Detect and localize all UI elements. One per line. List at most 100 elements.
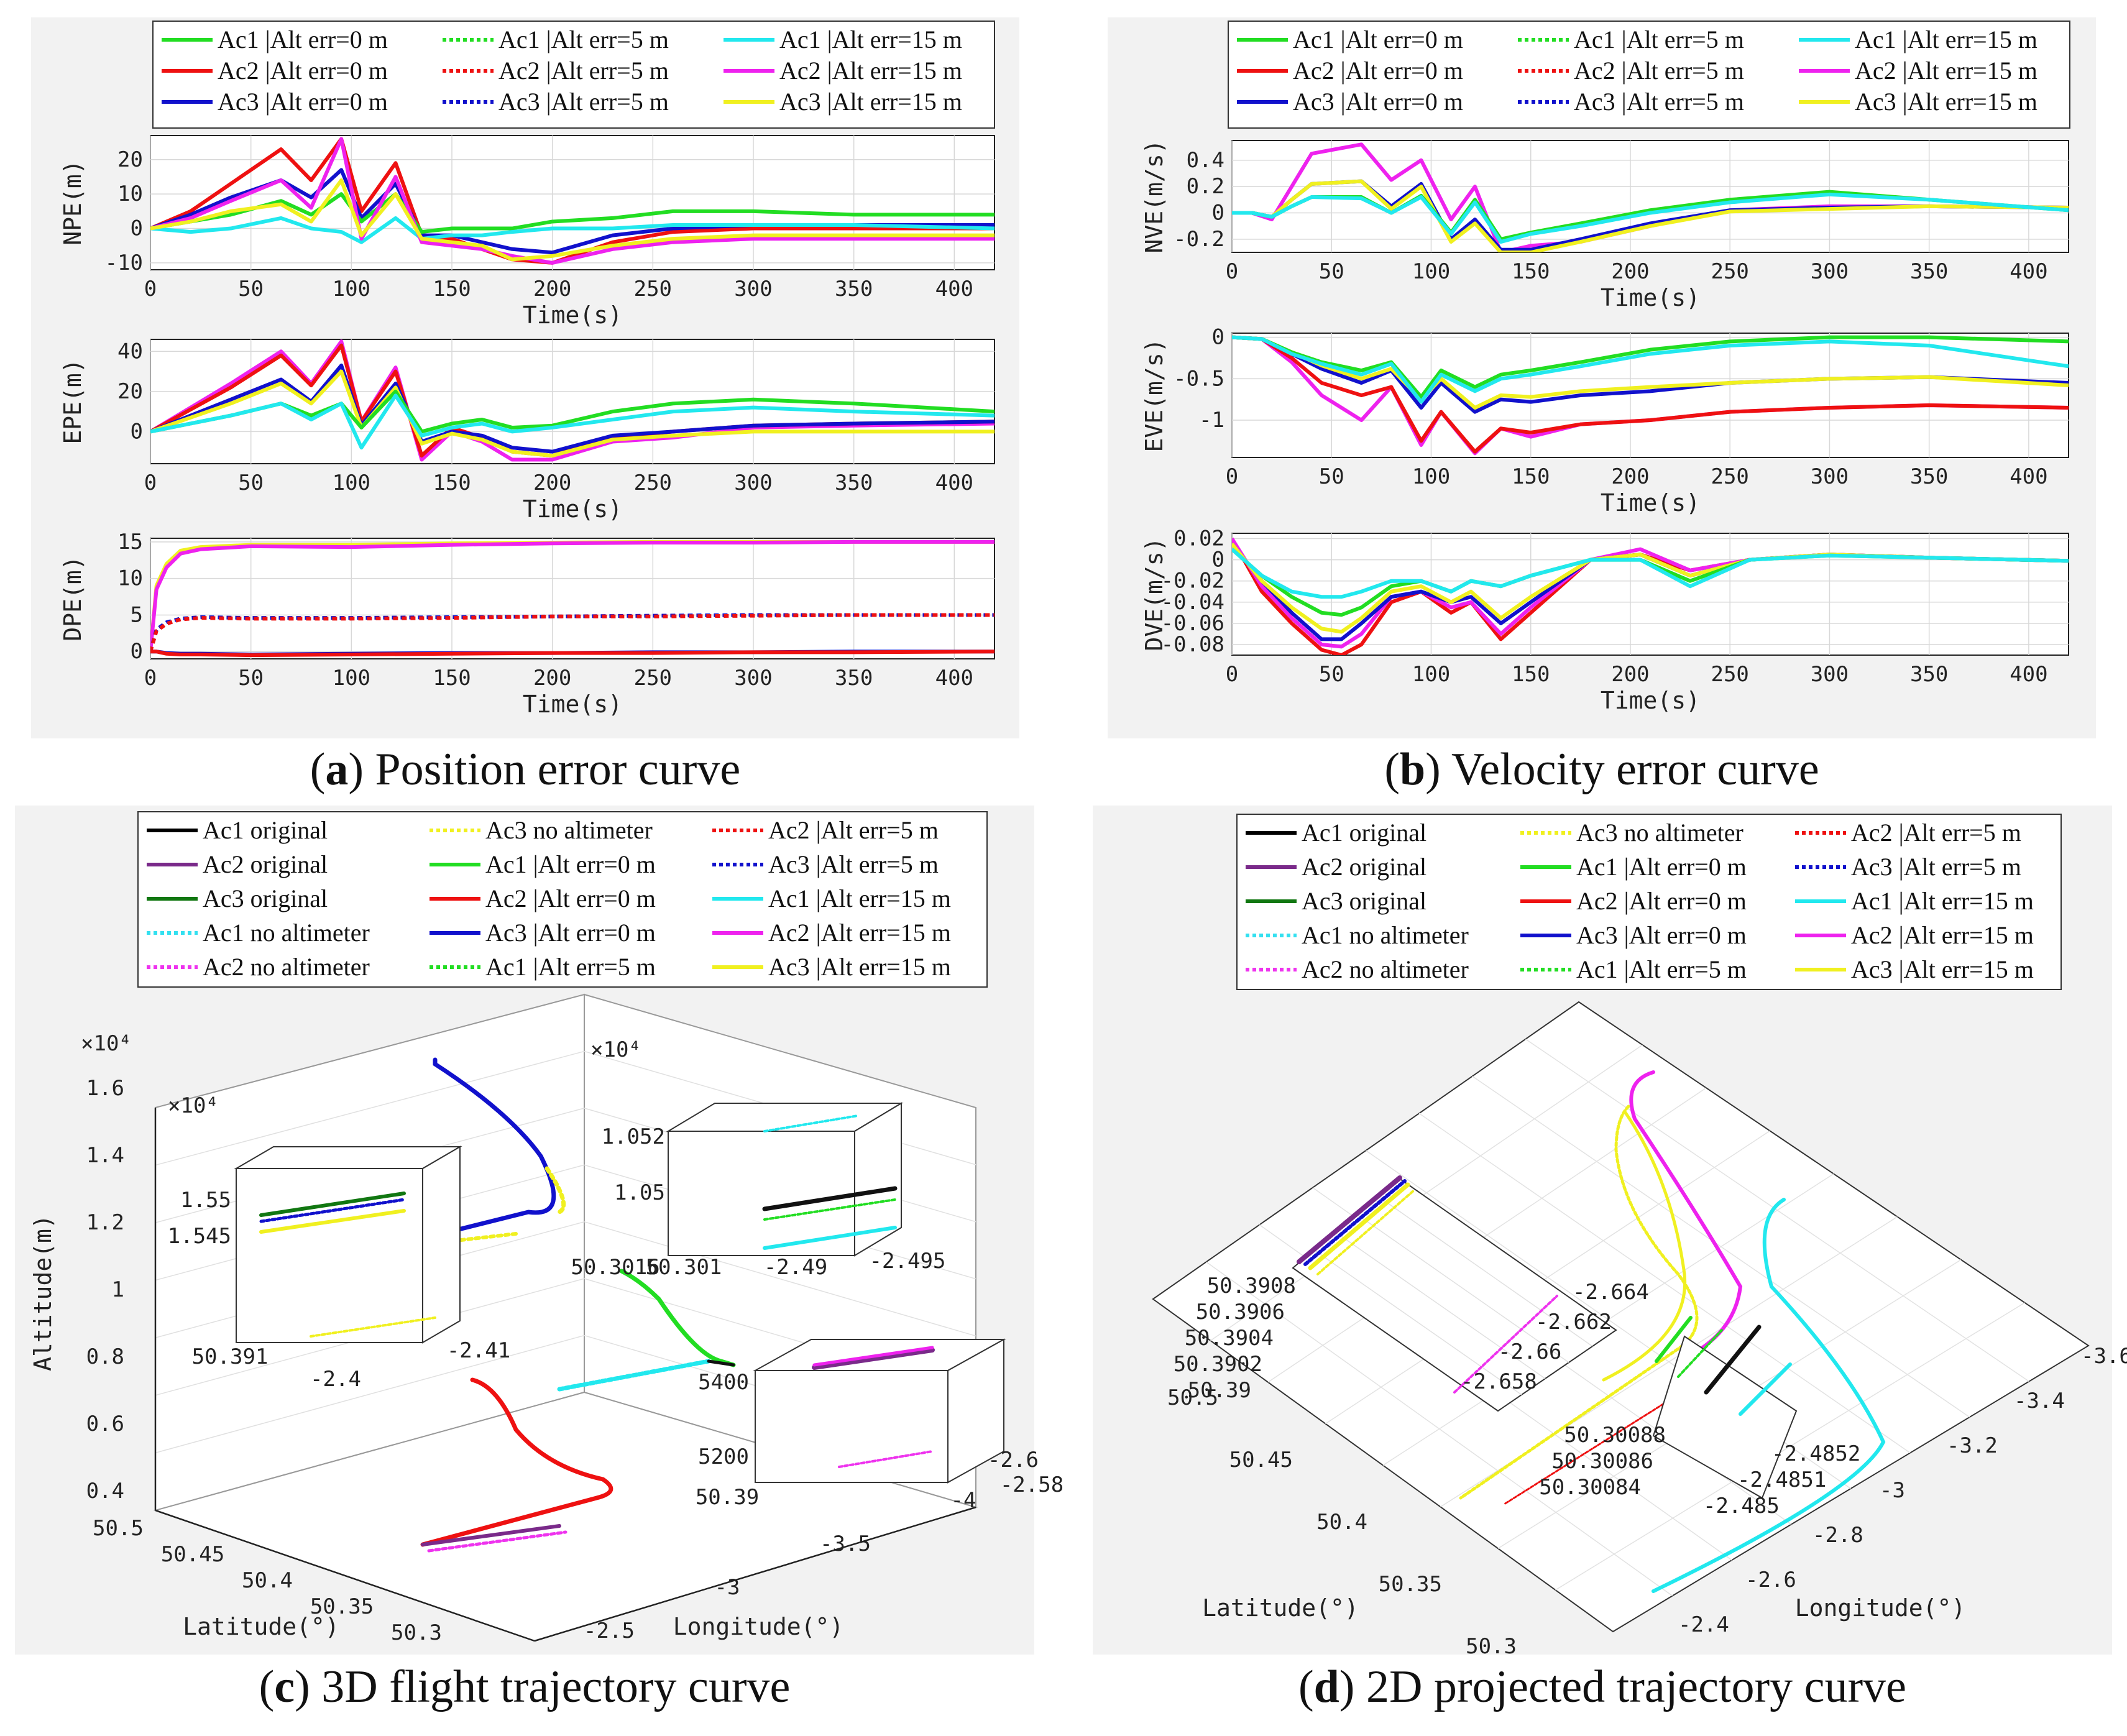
legend-box: [1228, 21, 2070, 129]
ac3-projection: [1459, 1105, 1699, 1500]
legend-box: [152, 21, 995, 129]
inset-d1-lon-tick: -2.66: [1498, 1339, 1561, 1364]
legend-entry-label: Ac1 |Alt err=5 m: [498, 25, 669, 53]
legend-entry-label: Ac1 no altimeter: [1302, 921, 1469, 949]
x-tick-label: 200: [1611, 464, 1649, 489]
inset2-ac1-original: [762, 1186, 898, 1211]
inset-c1: [234, 1146, 462, 1344]
inset-front: [668, 1131, 855, 1256]
inset1-exponent: ×10⁴: [168, 1093, 219, 1118]
x-tick-label: 150: [433, 471, 471, 495]
lat-tick-label: 50.5: [93, 1516, 144, 1541]
inset1-ac3-5m: [259, 1198, 406, 1223]
legend-entry-label: Ac2 |Alt err=5 m: [1851, 819, 2021, 847]
lon-tick-label: -3: [715, 1575, 740, 1600]
inset-d1-lat-tick: 50.3902: [1174, 1352, 1262, 1377]
x-tick-label: 0: [1226, 464, 1238, 489]
series-line: [150, 613, 995, 653]
legend-entry-label: Ac1 |Alt err=0 m: [1576, 853, 1747, 881]
series-line: [1232, 335, 2069, 404]
x-axis-label: Time(s): [1601, 687, 1700, 714]
lon-tick-label: -2.6: [1745, 1568, 1796, 1592]
y-tick-label: 15: [117, 530, 143, 554]
legend-entry-label: Ac3 |Alt err=15 m: [1851, 955, 2034, 983]
inset3-z-tick: 5200: [698, 1444, 749, 1469]
y-axis-label: DVE(m/s): [1141, 537, 1168, 651]
panel-c-3d-axes: ×10⁴ 1.6 1.4 1.2 1 0.8 0.6 0.4 Altitude(m) 50.5 50…: [29, 993, 1064, 1645]
x-tick-label: 250: [634, 277, 672, 301]
lon-tick-label: -3: [1880, 1478, 1905, 1503]
legend-entry-label: Ac2 original: [1302, 853, 1426, 881]
ac1-trajectory: [619, 1269, 736, 1367]
inset1-ac3-15m: [259, 1209, 406, 1234]
x-tick-label: 200: [533, 471, 571, 495]
x-axis-label: Time(s): [523, 495, 622, 523]
y-tick-label: 0.02: [1174, 526, 1224, 551]
inset-c2: [666, 1102, 904, 1257]
series-line: [1232, 335, 2069, 454]
lat-tick-label: 50.5: [1167, 1385, 1218, 1410]
legend-entry-label: Ac2 no altimeter: [1302, 955, 1469, 983]
latitude-axis: [155, 1509, 535, 1642]
y-axis-label: NPE(m): [59, 160, 86, 245]
inset1-z-tick: 1.545: [168, 1224, 231, 1249]
ac3-projection-solid: [1602, 1111, 1687, 1382]
x-tick-label: 100: [333, 666, 370, 691]
x-tick-label: 50: [1319, 464, 1344, 489]
grid-line: [1555, 1302, 2025, 1591]
ac2-original: [421, 1524, 561, 1546]
grid-line: [1313, 1249, 1522, 1395]
legend-entry-label: Ac3 no altimeter: [485, 816, 653, 844]
legend-entry-label: Ac2 |Alt err=0 m: [218, 57, 388, 85]
y-tick-label: 40: [117, 339, 143, 364]
x-tick-label: 150: [1512, 259, 1550, 284]
lon-tick-label: -3.4: [2014, 1389, 2065, 1413]
ac2-no-altimeter: [427, 1530, 567, 1553]
legend-entry-label: Ac2 |Alt err=15 m: [779, 57, 962, 85]
legend-entry-label: Ac1 |Alt err=15 m: [779, 25, 962, 53]
series-line: [1232, 548, 2069, 599]
legend-entry-label: Ac3 |Alt err=15 m: [779, 88, 962, 116]
legend-entry-label: Ac2 |Alt err=5 m: [1574, 57, 1744, 85]
lon-tick-label: -3.2: [1947, 1433, 1998, 1458]
x-tick-label: 100: [333, 277, 370, 301]
y-tick-label: -0.2: [1174, 227, 1224, 252]
lat-tick-label: 50.45: [1229, 1448, 1293, 1472]
x-axis-label: Time(s): [1601, 284, 1700, 311]
ac1-projection: [1652, 1198, 1886, 1593]
z-tick-label: 1.6: [86, 1076, 124, 1101]
inset2-lon-tick: -2.495: [870, 1249, 946, 1274]
x-tick-label: 350: [1910, 259, 1948, 284]
x-tick-label: 300: [1811, 464, 1849, 489]
y-axis-label: EPE(m): [59, 359, 86, 444]
x-tick-label: 250: [634, 666, 672, 691]
y-tick-label: -0.02: [1161, 569, 1224, 594]
lon-tick-label: -3.6: [2081, 1344, 2127, 1369]
y-tick-label: 0: [131, 216, 143, 241]
plot-area: [150, 538, 995, 659]
x-tick-label: 250: [1711, 662, 1748, 687]
x-tick-label: 100: [1412, 662, 1450, 687]
x-tick-label: 400: [935, 471, 973, 495]
legend-entry-label: Ac1 |Alt err=15 m: [768, 884, 951, 912]
grid-line: [155, 1050, 585, 1166]
legend-entry-label: Ac2 |Alt err=5 m: [768, 816, 939, 844]
x-tick-label: 250: [634, 471, 672, 495]
inset-d1-ac2-original: [1297, 1175, 1402, 1264]
inset3-lon-tick: -2.58: [1000, 1472, 1064, 1497]
ac1-original: [707, 1359, 735, 1367]
grid-line: [1525, 1039, 2029, 1382]
x-tick-label: 300: [734, 471, 772, 495]
x-tick-label: 350: [1910, 464, 1948, 489]
inset-d1-lat-tick: 50.39: [1188, 1378, 1251, 1403]
legend-entry-label: Ac3 |Alt err=0 m: [1576, 921, 1747, 949]
inset-d1-ac3-5m: [1303, 1179, 1407, 1266]
x-tick-label: 150: [1512, 662, 1550, 687]
inset2-lon-tick: -2.49: [764, 1255, 827, 1280]
lon-tick-label: -2.8: [1812, 1523, 1863, 1548]
x-tick-label: 50: [238, 277, 264, 301]
legend-entry-label: Ac2 |Alt err=0 m: [1576, 887, 1747, 915]
grid-line: [155, 1334, 585, 1454]
legend-entry-label: Ac3 |Alt err=0 m: [218, 88, 388, 116]
